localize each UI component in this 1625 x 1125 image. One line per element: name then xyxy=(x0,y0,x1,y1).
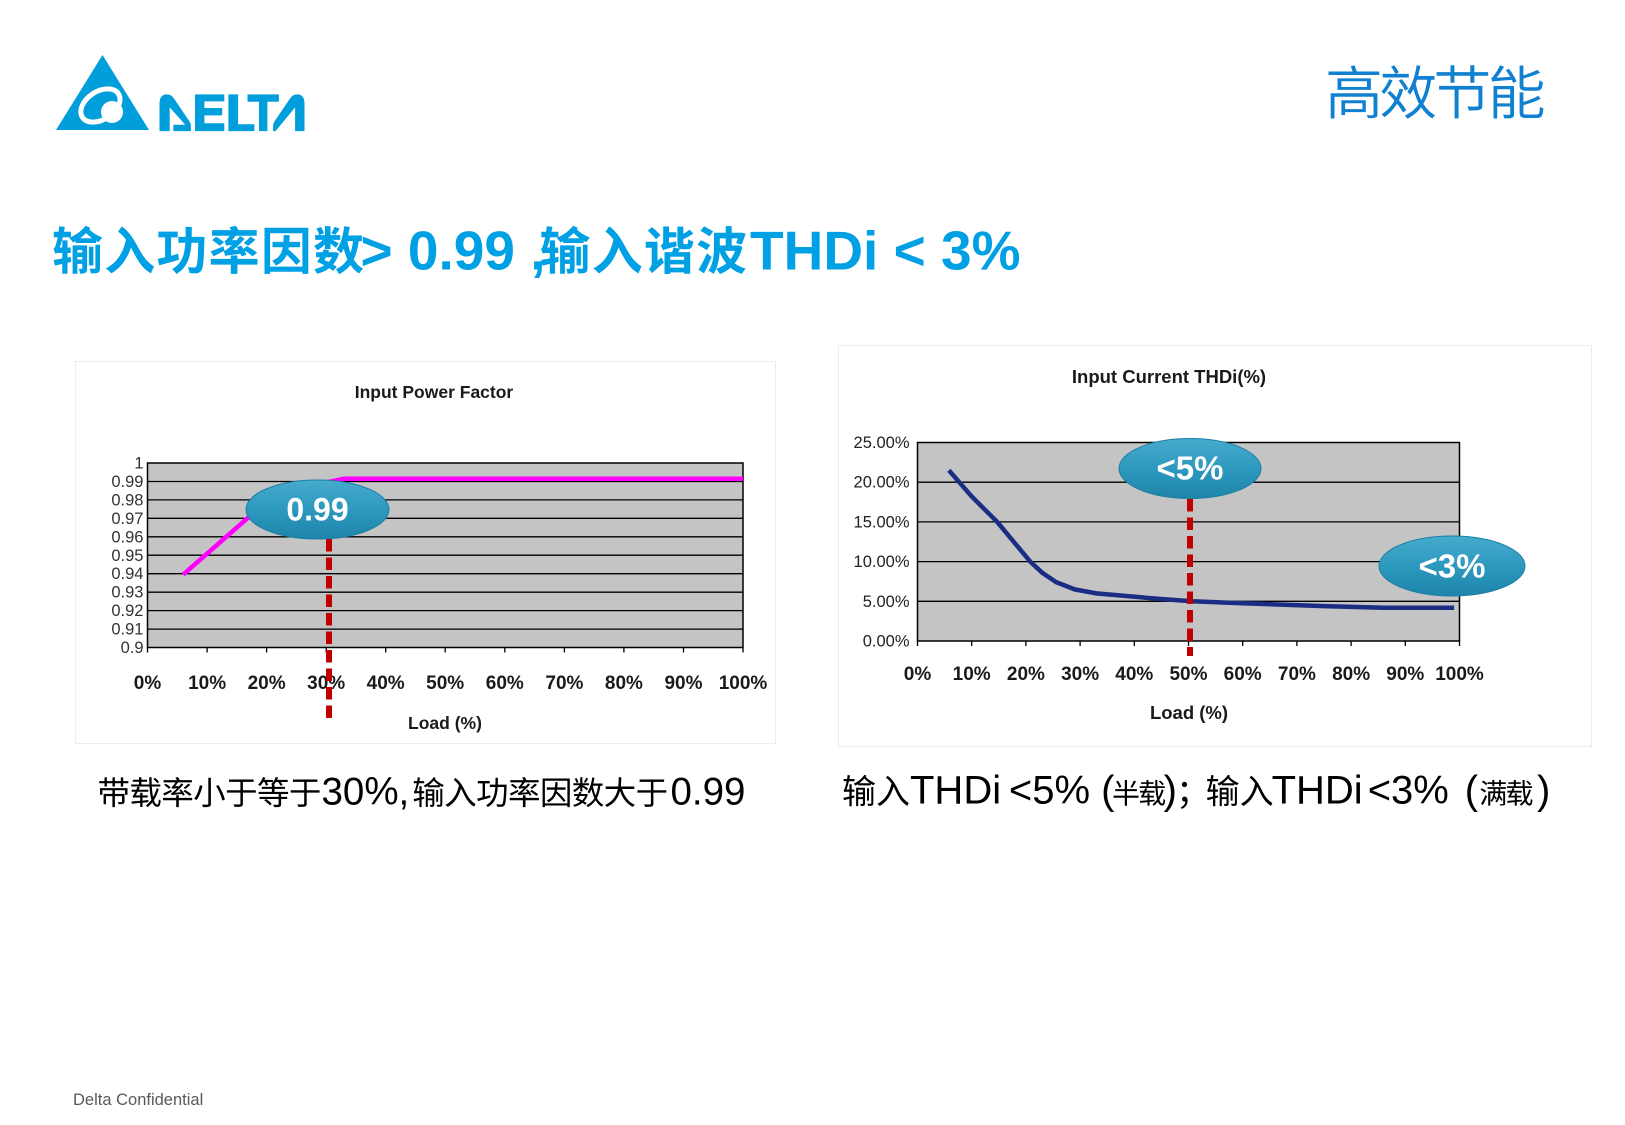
svg-text:THDi: THDi xyxy=(910,769,1001,813)
svg-text:0.94: 0.94 xyxy=(111,565,143,583)
svg-text:): ) xyxy=(1537,769,1550,813)
svg-text:0.99: 0.99 xyxy=(286,492,348,528)
svg-text:70%: 70% xyxy=(1278,664,1316,685)
svg-text:80%: 80% xyxy=(1332,664,1370,685)
svg-text:0.9: 0.9 xyxy=(121,639,144,657)
svg-text:25.00%: 25.00% xyxy=(854,434,910,452)
svg-text:90%: 90% xyxy=(1386,664,1424,685)
svg-text:<5%: <5% xyxy=(1157,450,1224,487)
svg-text:5.00%: 5.00% xyxy=(863,593,910,611)
svg-text:20%: 20% xyxy=(248,673,286,694)
svg-text:Input Current THDi(%): Input Current THDi(%) xyxy=(1072,366,1266,387)
svg-text:60%: 60% xyxy=(1224,664,1262,685)
svg-text:70%: 70% xyxy=(545,673,583,694)
svg-text:0.98: 0.98 xyxy=(111,491,143,509)
svg-text:THDi: THDi xyxy=(1272,769,1363,813)
svg-text:10.00%: 10.00% xyxy=(854,553,910,571)
svg-text:20.00%: 20.00% xyxy=(854,474,910,492)
svg-text:15.00%: 15.00% xyxy=(854,513,910,531)
svg-text:40%: 40% xyxy=(1115,664,1153,685)
svg-text:0.97: 0.97 xyxy=(111,510,143,528)
svg-text:50%: 50% xyxy=(1169,664,1207,685)
svg-text:Load (%): Load (%) xyxy=(408,713,482,733)
svg-text:0.92: 0.92 xyxy=(111,602,143,620)
svg-text:30%: 30% xyxy=(307,673,345,694)
svg-text:60%: 60% xyxy=(486,673,524,694)
svg-text:0%: 0% xyxy=(904,664,932,685)
svg-text:50%: 50% xyxy=(426,673,464,694)
svg-text:30%,: 30%, xyxy=(322,771,410,814)
svg-text:0%: 0% xyxy=(134,673,162,694)
svg-text:0.99: 0.99 xyxy=(671,771,746,814)
svg-text:0.96: 0.96 xyxy=(111,528,143,546)
svg-text:100%: 100% xyxy=(719,673,768,694)
svg-text:10%: 10% xyxy=(953,664,991,685)
svg-text:(: ( xyxy=(1465,769,1479,813)
svg-text:<3%: <3% xyxy=(1368,769,1449,813)
svg-text:Input Power Factor: Input Power Factor xyxy=(355,382,514,402)
svg-text:90%: 90% xyxy=(664,673,702,694)
svg-text:100%: 100% xyxy=(1435,664,1484,685)
svg-text:80%: 80% xyxy=(605,673,643,694)
svg-text:0.99: 0.99 xyxy=(111,473,143,491)
svg-text:0.00%: 0.00% xyxy=(863,633,910,651)
svg-text:<3%: <3% xyxy=(1419,548,1486,585)
svg-text:<5% (: <5% ( xyxy=(1009,769,1115,813)
svg-text:Load (%): Load (%) xyxy=(1150,702,1228,723)
svg-text:1: 1 xyxy=(134,455,143,473)
svg-text:0.91: 0.91 xyxy=(111,621,143,639)
svg-text:10%: 10% xyxy=(188,673,226,694)
svg-text:0.93: 0.93 xyxy=(111,584,143,602)
svg-text:30%: 30% xyxy=(1061,664,1099,685)
svg-text:THDi < 3%: THDi < 3% xyxy=(750,219,1021,281)
svg-text:20%: 20% xyxy=(1007,664,1045,685)
svg-text:0.95: 0.95 xyxy=(111,547,143,565)
svg-text:40%: 40% xyxy=(367,673,405,694)
svg-text:> 0.99 ,: > 0.99 , xyxy=(360,219,545,281)
svg-text:): ) xyxy=(1164,769,1177,813)
